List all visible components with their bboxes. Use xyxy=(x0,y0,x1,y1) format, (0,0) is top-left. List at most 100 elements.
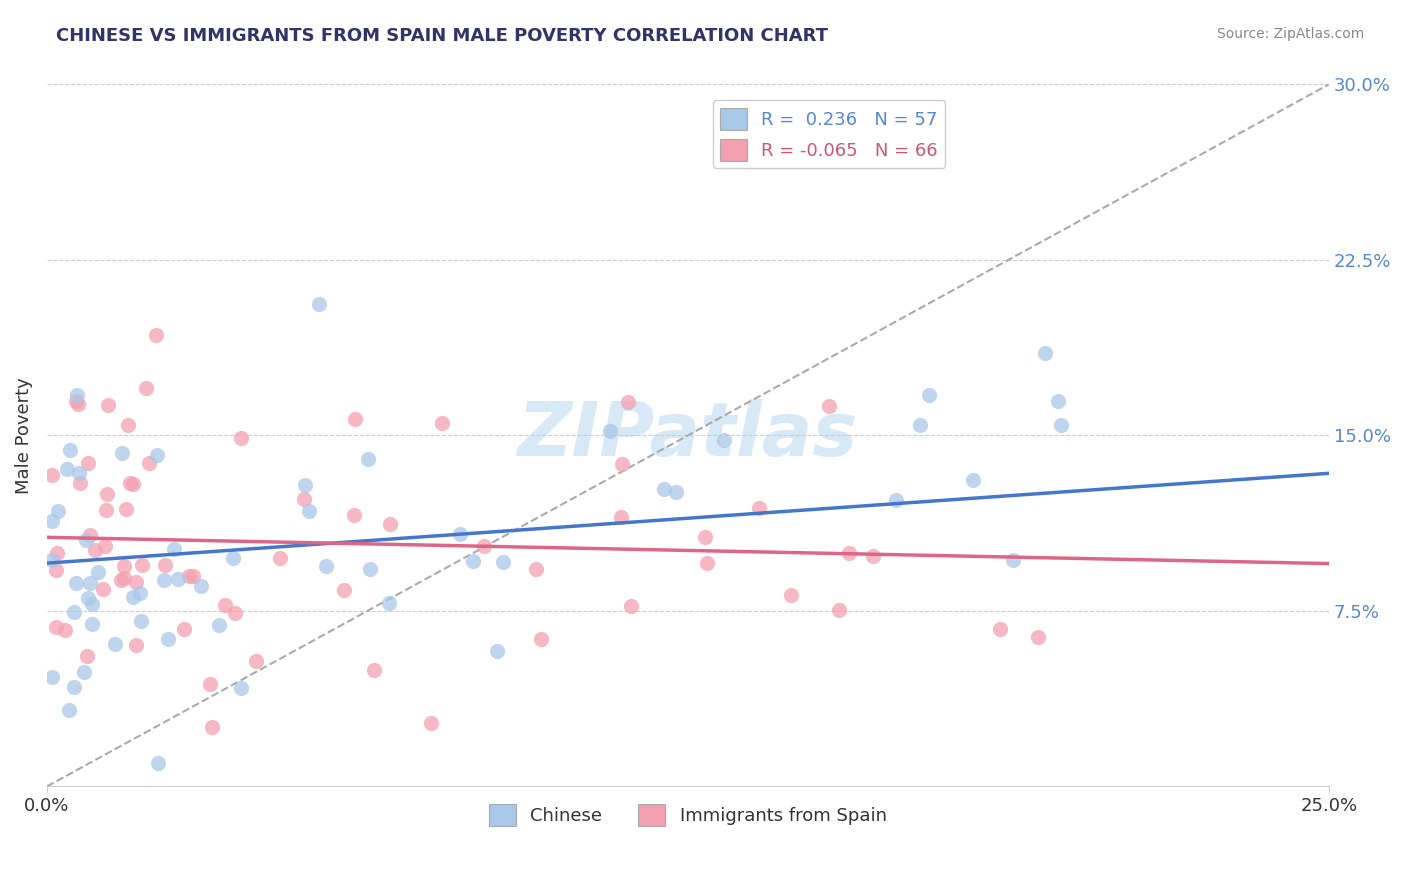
Point xyxy=(359,562,381,576)
Point xyxy=(153,558,176,573)
Point xyxy=(80,616,103,631)
Point xyxy=(110,446,132,460)
Point xyxy=(838,546,860,560)
Point xyxy=(378,596,401,610)
Point xyxy=(41,553,63,567)
Point xyxy=(53,624,76,638)
Point xyxy=(420,715,443,730)
Point xyxy=(138,456,160,470)
Point xyxy=(146,756,169,770)
Point xyxy=(163,541,186,556)
Point xyxy=(135,381,157,395)
Point xyxy=(46,545,69,559)
Point xyxy=(114,502,136,516)
Point xyxy=(65,394,87,409)
Point xyxy=(84,543,107,558)
Point xyxy=(112,571,135,585)
Point xyxy=(110,574,132,588)
Point xyxy=(80,597,103,611)
Point xyxy=(449,527,471,541)
Point xyxy=(780,588,803,602)
Point xyxy=(298,503,321,517)
Point xyxy=(121,590,143,604)
Point xyxy=(41,514,63,528)
Point xyxy=(333,582,356,597)
Point xyxy=(343,412,366,426)
Point xyxy=(97,398,120,412)
Point xyxy=(485,644,508,658)
Point xyxy=(120,475,142,490)
Point xyxy=(198,677,221,691)
Point xyxy=(201,720,224,734)
Point xyxy=(357,451,380,466)
Point xyxy=(214,598,236,612)
Point xyxy=(620,599,643,613)
Point xyxy=(67,466,90,480)
Point xyxy=(294,478,316,492)
Point xyxy=(122,476,145,491)
Point xyxy=(190,578,212,592)
Point xyxy=(229,431,252,445)
Point xyxy=(79,527,101,541)
Point xyxy=(125,575,148,590)
Point xyxy=(45,563,67,577)
Point xyxy=(461,553,484,567)
Point xyxy=(208,618,231,632)
Point xyxy=(430,416,453,430)
Point xyxy=(96,487,118,501)
Point xyxy=(181,569,204,583)
Point xyxy=(990,622,1012,636)
Point xyxy=(1001,553,1024,567)
Point xyxy=(610,510,633,524)
Point xyxy=(599,424,621,438)
Text: CHINESE VS IMMIGRANTS FROM SPAIN MALE POVERTY CORRELATION CHART: CHINESE VS IMMIGRANTS FROM SPAIN MALE PO… xyxy=(56,27,828,45)
Point xyxy=(884,492,907,507)
Point xyxy=(817,399,839,413)
Legend: Chinese, Immigrants from Spain: Chinese, Immigrants from Spain xyxy=(481,797,894,834)
Point xyxy=(65,576,87,591)
Point xyxy=(748,500,770,515)
Point xyxy=(962,473,984,487)
Point xyxy=(62,680,84,694)
Point xyxy=(131,558,153,572)
Point xyxy=(41,670,63,684)
Point xyxy=(62,605,84,619)
Point xyxy=(112,558,135,573)
Point xyxy=(56,461,79,475)
Point xyxy=(69,476,91,491)
Point xyxy=(315,558,337,573)
Point xyxy=(224,606,246,620)
Point xyxy=(58,702,80,716)
Point xyxy=(828,603,851,617)
Point xyxy=(77,457,100,471)
Point xyxy=(378,516,401,531)
Point xyxy=(491,555,513,569)
Point xyxy=(59,443,82,458)
Point xyxy=(79,576,101,591)
Point xyxy=(245,654,267,668)
Point xyxy=(862,549,884,564)
Point xyxy=(94,540,117,554)
Point xyxy=(173,622,195,636)
Point xyxy=(617,395,640,409)
Point xyxy=(65,388,87,402)
Point xyxy=(128,586,150,600)
Point xyxy=(363,663,385,677)
Point xyxy=(96,503,118,517)
Point xyxy=(177,569,200,583)
Point xyxy=(343,508,366,522)
Point xyxy=(472,539,495,553)
Point xyxy=(104,637,127,651)
Point xyxy=(1050,417,1073,432)
Point xyxy=(91,582,114,597)
Point xyxy=(713,433,735,447)
Point xyxy=(1035,346,1057,360)
Point xyxy=(524,562,547,576)
Point xyxy=(665,484,688,499)
Point xyxy=(146,448,169,462)
Point xyxy=(129,614,152,628)
Point xyxy=(918,388,941,402)
Point xyxy=(41,467,63,482)
Point xyxy=(696,557,718,571)
Point xyxy=(157,632,180,646)
